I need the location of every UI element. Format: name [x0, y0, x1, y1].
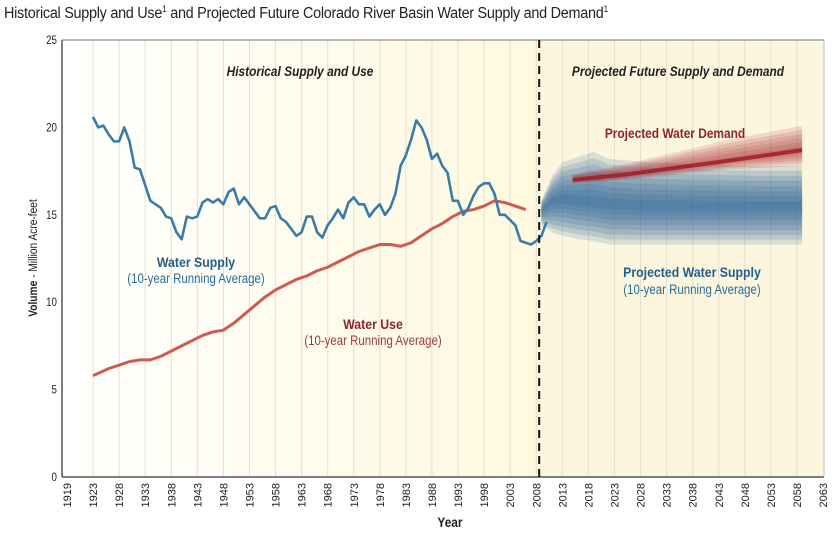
x-tick-label: 1923: [88, 483, 100, 507]
historical-background: [181, 40, 207, 477]
projected-demand-label: Projected Water Demand: [605, 125, 745, 141]
historical-background: [300, 40, 326, 477]
projected-demand-band: [572, 137, 803, 182]
x-tick-label: 1998: [479, 483, 491, 507]
footnote-marker: 1: [603, 4, 608, 14]
historical-background: [252, 40, 278, 477]
projected-supply-sublabel: (10-year Running Average): [623, 282, 760, 297]
water-use-label: Water Use: [343, 316, 403, 332]
x-tick-label: 2043: [714, 483, 726, 507]
y-tick-label: 10: [46, 297, 57, 310]
x-tick-label: 1953: [244, 483, 256, 507]
x-tick-label: 1963: [297, 483, 309, 507]
water-use-sublabel: (10-year Running Average): [304, 333, 441, 348]
x-tick-label: 1919: [62, 483, 74, 507]
x-tick-label: 2023: [609, 483, 621, 507]
x-tick-label: 2053: [766, 483, 778, 507]
projected-background: [539, 40, 824, 477]
historical-background: [85, 40, 111, 477]
historical-background: [491, 40, 517, 477]
x-tick-label: 1948: [218, 483, 230, 507]
region-label-historical: Historical Supply and Use: [227, 63, 374, 79]
projected-demand-band: [572, 133, 803, 183]
historical-background: [205, 40, 231, 477]
y-axis-title: Volume - Million Acre-feet: [27, 198, 40, 316]
historical-background: [348, 40, 374, 477]
y-tick-label: 0: [52, 471, 57, 484]
water-supply-sublabel: (10-year Running Average): [127, 271, 264, 286]
x-tick-label: 2058: [792, 483, 804, 507]
projected-demand-line: [572, 148, 803, 182]
footnote-marker: 1: [162, 4, 167, 14]
title-part: and Projected Future Colorado River Basi…: [166, 5, 604, 23]
y-axis-title-bold: Volume: [27, 281, 40, 317]
x-tick-label: 1988: [427, 483, 439, 507]
x-tick-label: 1958: [271, 483, 283, 507]
historical-background: [62, 40, 87, 477]
projected-demand-band: [572, 129, 803, 183]
x-tick-label: 1933: [140, 483, 152, 507]
x-tick-label: 1943: [192, 483, 204, 507]
title-part: Historical Supply and Use: [4, 5, 163, 23]
y-tick-label: 20: [46, 122, 57, 135]
x-tick-label: 2013: [557, 483, 569, 507]
water-supply-label: Water Supply: [157, 254, 236, 270]
y-tick-label: 15: [46, 209, 57, 222]
projected-supply-band: [541, 177, 803, 226]
historical-background: [372, 40, 398, 477]
projected-supply-band: [541, 164, 803, 235]
projected-supply-label: Projected Water Supply: [623, 264, 761, 280]
x-tick-label: 2048: [740, 483, 752, 507]
historical-background: [467, 40, 493, 477]
y-axis-title-rest: - Million Acre-feet: [27, 198, 40, 280]
x-tick-label: 1968: [323, 483, 335, 507]
historical-background: [157, 40, 183, 477]
x-tick-label: 1938: [166, 483, 178, 507]
x-tick-label: 2028: [636, 483, 648, 507]
historical-background: [443, 40, 469, 477]
chart-title: Historical Supply and Use1 and Projected…: [4, 4, 608, 23]
x-tick-label: 1993: [453, 483, 465, 507]
x-tick-label: 2033: [662, 483, 674, 507]
water-use-line: [92, 199, 527, 377]
y-tick-label: 25: [46, 34, 57, 47]
water-supply-line: [91, 116, 548, 246]
x-axis-title: Year: [437, 514, 462, 530]
x-tick-label: 1978: [375, 483, 387, 507]
projected-demand-band: [572, 141, 803, 182]
x-tick-label: 1983: [401, 483, 413, 507]
historical-background: [133, 40, 159, 477]
projected-supply-band: [541, 189, 803, 216]
projected-supply-band: [541, 158, 803, 240]
historical-background: [276, 40, 302, 477]
historical-background: [109, 40, 135, 477]
projected-demand-band: [572, 125, 803, 184]
x-tick-label: 1928: [114, 483, 126, 507]
y-tick-label: 5: [52, 384, 57, 397]
historical-background: [396, 40, 421, 477]
x-tick-label: 2038: [688, 483, 700, 507]
projected-supply-band: [541, 183, 803, 221]
x-tick-label: 1973: [349, 483, 361, 507]
projected-supply-band: [541, 170, 803, 231]
x-tick-label: 2018: [583, 483, 595, 507]
x-tick-label: 2008: [531, 483, 543, 507]
x-tick-label: 2003: [505, 483, 517, 507]
projected-supply-band: [541, 194, 803, 212]
x-tick-label: 2063: [818, 483, 830, 507]
region-label-projected: Projected Future Supply and Demand: [572, 63, 785, 79]
